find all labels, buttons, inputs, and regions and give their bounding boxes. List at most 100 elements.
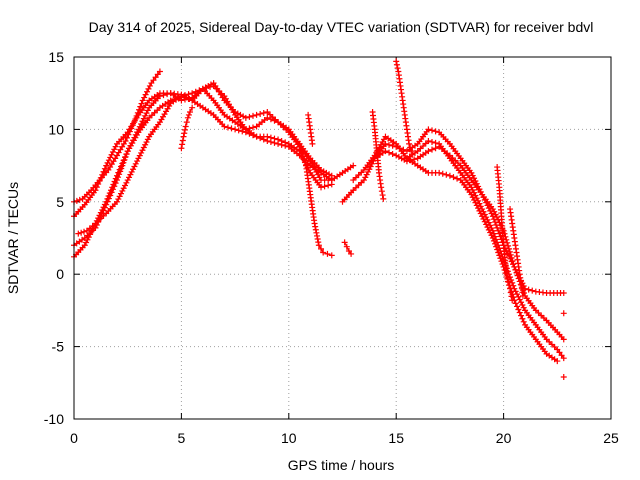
data-point [221,123,228,130]
plus-marker [518,299,525,306]
plus-marker [260,109,267,116]
plus-marker [111,178,118,185]
plus-marker [117,190,124,197]
data-point [103,198,110,205]
data-point [560,336,567,343]
data-point [264,114,271,121]
plus-marker [179,141,186,148]
data-point [414,140,421,147]
data-point [401,111,408,118]
data-point [302,162,309,169]
series-track-3 [71,85,335,260]
series-track-6 [339,126,567,297]
data-point [457,169,464,176]
plus-marker [246,113,253,120]
data-point [457,177,464,184]
series-track-4 [75,93,335,237]
plus-marker [144,107,151,114]
plus-marker [228,125,235,132]
plus-marker [140,144,147,151]
data-point [221,97,228,104]
data-point [210,111,217,118]
plus-marker [516,296,523,303]
data-point [189,90,196,97]
data-point [307,191,314,198]
data-point [339,198,346,205]
data-point [180,133,187,140]
data-point [507,285,514,292]
plus-marker [475,205,482,212]
plus-marker [140,115,147,122]
plus-marker [138,100,145,107]
data-point [328,181,335,188]
plus-marker [139,118,146,125]
data-point [350,162,357,169]
data-point [502,263,509,270]
data-point [113,198,120,205]
plus-marker [143,110,150,117]
plus-marker [481,218,488,225]
data-point [113,152,120,159]
plus-marker [369,160,376,167]
plus-marker [137,103,144,110]
data-point [522,307,529,314]
plus-marker [321,183,328,190]
series-track-8 [371,143,567,343]
plus-marker [477,210,484,217]
plus-marker [505,245,512,252]
y-tick-label: 5 [56,194,64,210]
plus-marker [429,127,435,134]
plus-marker [507,251,514,258]
plus-marker [109,184,116,191]
plus-marker [119,160,126,167]
plus-marker [529,287,536,294]
y-tick-label: 0 [56,266,64,282]
plus-marker [480,215,487,222]
data-point [178,145,185,152]
plus-marker [495,227,502,234]
data-point [532,321,539,328]
plus-marker [125,131,132,138]
plus-marker [439,170,446,177]
plus-marker [515,306,522,313]
data-point [264,109,271,116]
data-point [105,166,112,173]
data-point [285,126,292,133]
data-point [178,93,185,100]
data-point [446,152,453,159]
plus-marker [496,230,503,237]
data-point [156,93,163,100]
plus-marker [267,134,274,141]
plus-marker [494,224,501,231]
plus-marker [122,154,129,161]
data-point [275,119,282,126]
data-point [479,213,486,220]
plus-marker [483,221,490,228]
data-point [382,148,389,155]
y-tick-label: 10 [48,121,64,137]
x-tick-label: 20 [496,430,512,446]
series-track-18 [560,310,567,317]
data-point [560,355,567,362]
data-point [468,184,475,191]
series-trace [73,88,333,258]
x-tick-label: 15 [388,430,404,446]
data-point [124,177,131,184]
plus-marker [454,175,461,182]
data-point [182,123,189,130]
data-point [318,184,325,191]
data-point [403,155,410,162]
data-point [393,152,400,159]
plus-marker [365,168,372,175]
plus-marker [367,163,374,170]
plus-marker [508,254,515,261]
data-point [436,129,443,136]
x-axis-label: GPS time / hours [288,457,395,473]
plus-marker [312,223,319,230]
plus-marker [104,159,111,166]
plus-marker [490,237,497,244]
data-point [79,195,86,202]
plus-marker [132,160,139,167]
plus-marker [143,139,150,146]
plus-marker [109,149,116,156]
